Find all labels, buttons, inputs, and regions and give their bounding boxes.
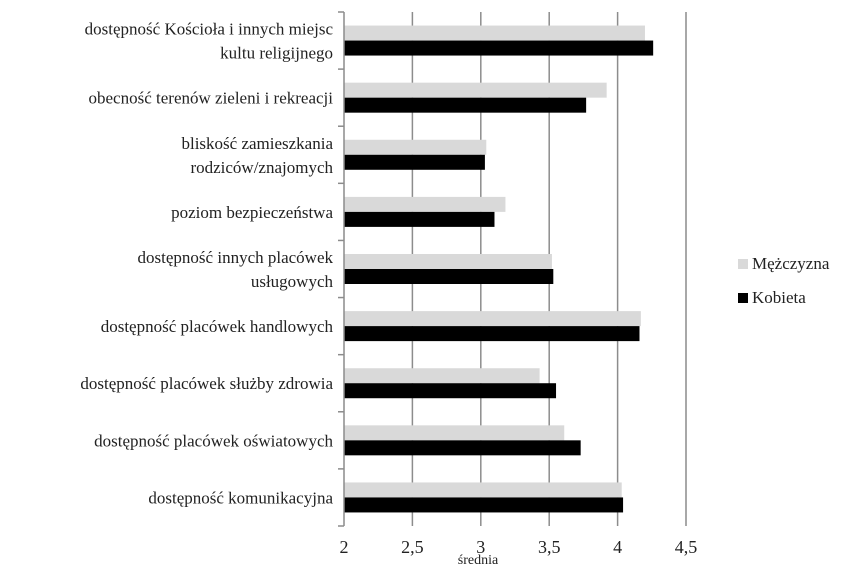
legend-swatch-kobieta bbox=[738, 293, 748, 303]
category-label: bliskość zamieszkania bbox=[181, 134, 333, 153]
legend-swatch-mezczyzna bbox=[738, 259, 748, 269]
bar bbox=[344, 440, 581, 456]
x-tick-label: 3 bbox=[476, 537, 485, 557]
x-axis-title: średnia bbox=[458, 553, 499, 568]
bar bbox=[344, 383, 557, 399]
legend: Mężczyzna Kobieta bbox=[738, 254, 829, 322]
bar bbox=[344, 482, 622, 498]
bar bbox=[344, 154, 485, 170]
bar bbox=[344, 326, 640, 342]
legend-item-kobieta: Kobieta bbox=[738, 288, 829, 308]
bar bbox=[344, 425, 565, 441]
legend-label-mezczyzna: Mężczyzna bbox=[752, 254, 830, 273]
bars bbox=[344, 25, 654, 513]
axes bbox=[338, 11, 345, 527]
bar bbox=[344, 82, 607, 98]
bar bbox=[344, 196, 506, 212]
x-tick-label: 3,5 bbox=[538, 537, 561, 557]
bar bbox=[344, 311, 641, 327]
x-tick-label: 2 bbox=[340, 537, 349, 557]
category-label: dostępność Kościoła i innych miejsc bbox=[85, 20, 334, 39]
category-label: dostępność komunikacyjna bbox=[148, 488, 333, 507]
category-label: obecność terenów zieleni i rekreacji bbox=[89, 89, 334, 108]
bar bbox=[344, 40, 654, 56]
bar bbox=[344, 269, 554, 284]
x-tick-label: 2,5 bbox=[401, 537, 424, 557]
category-label: rodziców/znajomych bbox=[190, 158, 333, 177]
category-label: dostępność innych placówek bbox=[138, 248, 334, 267]
category-label: dostępność placówek oświatowych bbox=[94, 431, 333, 450]
bar bbox=[344, 211, 495, 227]
category-label: dostępność placówek służby zdrowia bbox=[80, 374, 333, 393]
bar bbox=[344, 368, 540, 384]
bar bbox=[344, 497, 624, 513]
category-label: kultu religijnego bbox=[220, 44, 333, 63]
x-tick-label: 4 bbox=[613, 537, 622, 557]
category-label: poziom bezpieczeństwa bbox=[171, 203, 333, 222]
bar bbox=[344, 25, 645, 41]
tick-labels: 2 2,5 3 3,5 4 4,5 bbox=[340, 537, 698, 557]
category-label: dostępność placówek handlowych bbox=[101, 317, 334, 336]
legend-item-mezczyzna: Mężczyzna bbox=[738, 254, 829, 274]
category-label: usługowych bbox=[251, 272, 334, 291]
bar bbox=[344, 139, 487, 155]
legend-label-kobieta: Kobieta bbox=[752, 288, 806, 307]
bar bbox=[344, 254, 552, 269]
category-labels: dostępność Kościoła i innych miejsc kultu… bbox=[80, 20, 333, 508]
bar bbox=[344, 97, 587, 113]
x-tick-label: 4,5 bbox=[675, 537, 698, 557]
